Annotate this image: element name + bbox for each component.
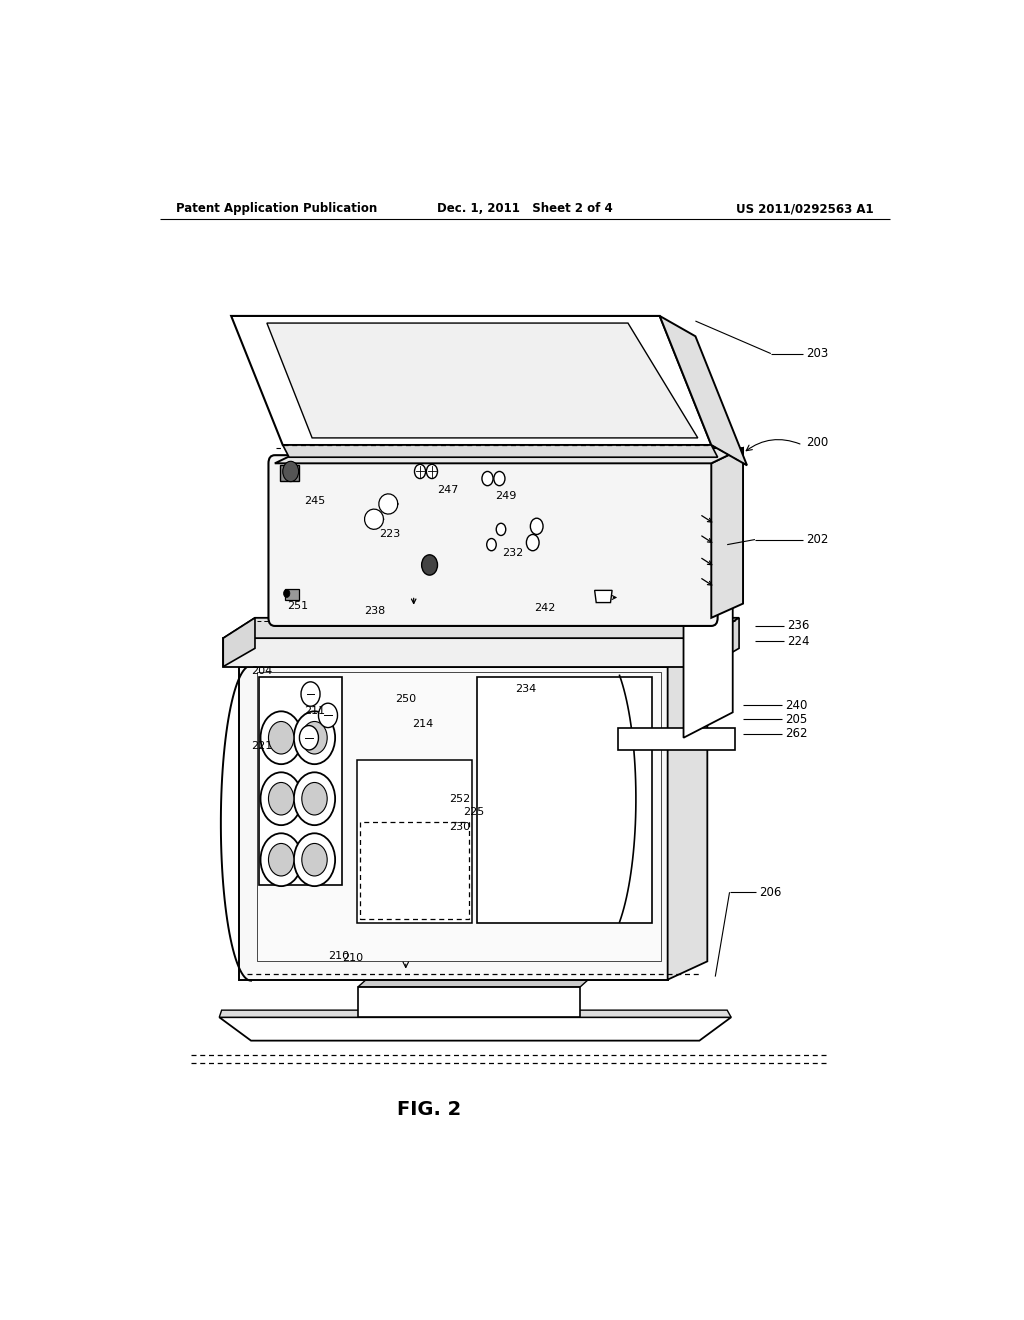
Text: 247: 247 bbox=[437, 484, 459, 495]
FancyBboxPatch shape bbox=[257, 672, 662, 961]
Text: 236: 236 bbox=[786, 619, 809, 632]
Text: 242: 242 bbox=[535, 603, 556, 612]
Polygon shape bbox=[668, 647, 708, 979]
Polygon shape bbox=[259, 677, 342, 886]
Text: 250: 250 bbox=[394, 694, 416, 704]
Text: 251: 251 bbox=[287, 601, 308, 611]
Polygon shape bbox=[659, 315, 748, 466]
Circle shape bbox=[415, 465, 426, 479]
Circle shape bbox=[301, 682, 321, 706]
Circle shape bbox=[486, 539, 497, 550]
Text: 232: 232 bbox=[503, 548, 524, 558]
Polygon shape bbox=[281, 466, 299, 480]
Text: 238: 238 bbox=[365, 606, 386, 615]
Circle shape bbox=[260, 711, 302, 764]
Polygon shape bbox=[274, 447, 743, 463]
Circle shape bbox=[426, 465, 437, 479]
Circle shape bbox=[302, 722, 328, 754]
Polygon shape bbox=[223, 618, 255, 667]
Polygon shape bbox=[267, 323, 697, 438]
Polygon shape bbox=[712, 447, 743, 618]
Circle shape bbox=[482, 471, 494, 486]
Circle shape bbox=[530, 519, 543, 535]
Text: 234: 234 bbox=[515, 684, 537, 694]
Text: FIG. 2: FIG. 2 bbox=[397, 1100, 462, 1119]
Circle shape bbox=[268, 843, 294, 876]
Polygon shape bbox=[358, 987, 581, 1018]
Circle shape bbox=[268, 783, 294, 814]
Text: 225: 225 bbox=[463, 807, 484, 817]
Polygon shape bbox=[223, 618, 739, 638]
Text: 223: 223 bbox=[379, 529, 400, 540]
Circle shape bbox=[526, 535, 539, 550]
Circle shape bbox=[260, 833, 302, 886]
Polygon shape bbox=[379, 494, 397, 513]
Polygon shape bbox=[240, 647, 708, 667]
Text: 262: 262 bbox=[785, 727, 808, 741]
FancyBboxPatch shape bbox=[356, 760, 472, 923]
Text: 210: 210 bbox=[342, 953, 364, 964]
Text: 224: 224 bbox=[786, 635, 809, 648]
Polygon shape bbox=[358, 979, 588, 987]
Circle shape bbox=[294, 833, 335, 886]
Text: 211: 211 bbox=[304, 706, 326, 717]
Text: US 2011/0292563 A1: US 2011/0292563 A1 bbox=[736, 202, 873, 215]
Polygon shape bbox=[219, 1010, 731, 1018]
Text: Patent Application Publication: Patent Application Publication bbox=[176, 202, 377, 215]
Polygon shape bbox=[231, 315, 712, 445]
Circle shape bbox=[260, 772, 302, 825]
Circle shape bbox=[294, 772, 335, 825]
Polygon shape bbox=[283, 445, 718, 457]
Polygon shape bbox=[365, 510, 384, 529]
Text: Dec. 1, 2011   Sheet 2 of 4: Dec. 1, 2011 Sheet 2 of 4 bbox=[437, 202, 612, 215]
Polygon shape bbox=[708, 618, 739, 667]
Polygon shape bbox=[595, 590, 612, 602]
Polygon shape bbox=[223, 638, 708, 667]
Polygon shape bbox=[240, 667, 668, 979]
Circle shape bbox=[283, 461, 299, 482]
Circle shape bbox=[268, 722, 294, 754]
Text: 252: 252 bbox=[450, 793, 471, 804]
FancyBboxPatch shape bbox=[285, 589, 299, 599]
Circle shape bbox=[284, 589, 290, 598]
Text: 221: 221 bbox=[251, 741, 272, 751]
Text: 202: 202 bbox=[807, 533, 828, 546]
Circle shape bbox=[294, 711, 335, 764]
Circle shape bbox=[299, 726, 318, 750]
Circle shape bbox=[494, 471, 505, 486]
Polygon shape bbox=[477, 677, 652, 923]
Text: 210: 210 bbox=[328, 952, 349, 961]
Polygon shape bbox=[618, 727, 735, 750]
Circle shape bbox=[422, 554, 437, 576]
Text: 245: 245 bbox=[304, 496, 326, 506]
Polygon shape bbox=[684, 475, 733, 738]
Text: 240: 240 bbox=[785, 698, 808, 711]
Circle shape bbox=[302, 783, 328, 814]
FancyBboxPatch shape bbox=[359, 822, 469, 919]
Text: 203: 203 bbox=[807, 347, 828, 360]
Text: 214: 214 bbox=[412, 718, 433, 729]
Circle shape bbox=[302, 843, 328, 876]
Text: 249: 249 bbox=[495, 491, 516, 500]
Text: 204: 204 bbox=[251, 665, 272, 676]
Text: 200: 200 bbox=[807, 437, 828, 450]
FancyBboxPatch shape bbox=[268, 455, 718, 626]
Text: 230: 230 bbox=[450, 822, 471, 832]
Polygon shape bbox=[219, 1018, 731, 1040]
Text: 206: 206 bbox=[759, 886, 781, 899]
Text: 205: 205 bbox=[785, 713, 807, 726]
Circle shape bbox=[318, 704, 338, 727]
Circle shape bbox=[497, 523, 506, 536]
